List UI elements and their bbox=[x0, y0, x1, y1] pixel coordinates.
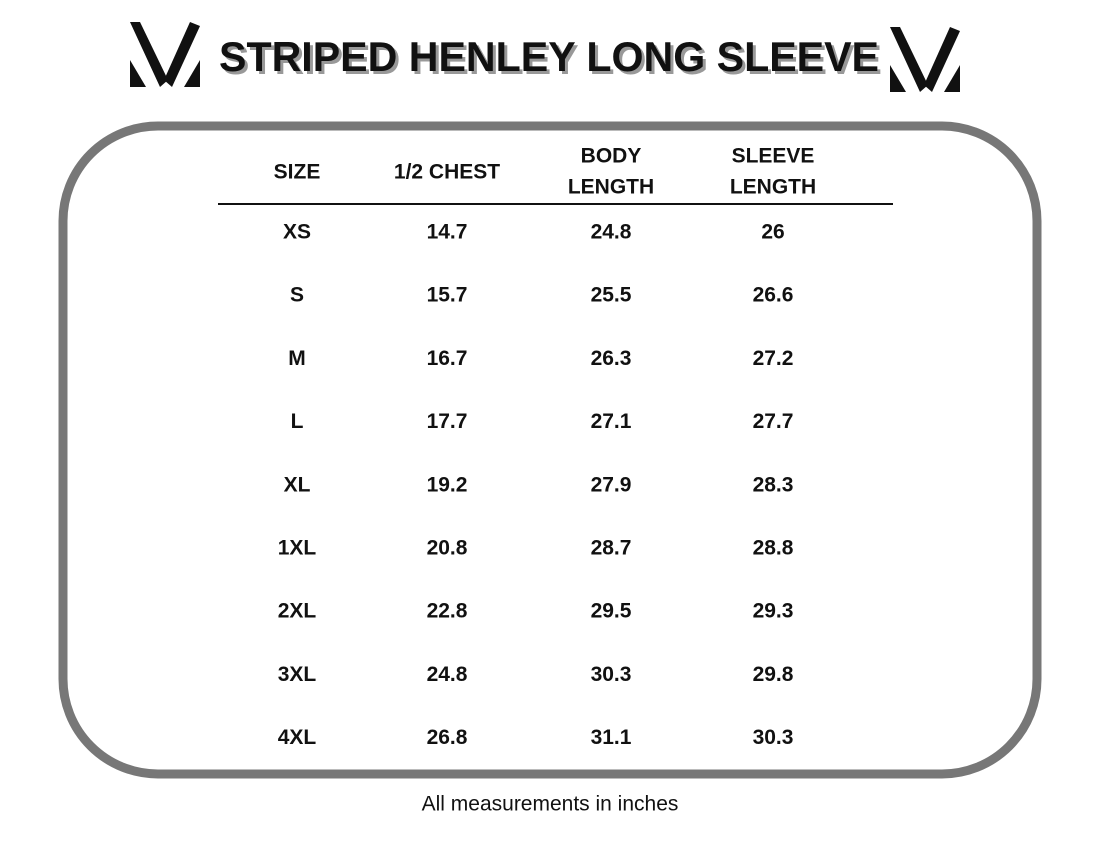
cell: XL bbox=[284, 473, 311, 496]
cell: 29.3 bbox=[753, 600, 794, 623]
cell: XS bbox=[283, 221, 311, 244]
cell: 27.2 bbox=[753, 347, 794, 370]
footer-note: All measurements in inches bbox=[422, 793, 679, 816]
cell: 28.3 bbox=[753, 473, 794, 496]
column-header: SIZE bbox=[274, 161, 321, 184]
cell: 30.3 bbox=[753, 726, 794, 749]
cell: 17.7 bbox=[427, 410, 468, 433]
column-header: BODY bbox=[581, 145, 642, 168]
column-header: SLEEVE bbox=[732, 145, 815, 168]
logo-right bbox=[890, 27, 960, 92]
cell: 24.8 bbox=[427, 663, 468, 686]
cell: 28.8 bbox=[753, 537, 794, 560]
cell: 27.7 bbox=[753, 410, 794, 433]
cell: 26 bbox=[761, 221, 784, 244]
logo-left bbox=[130, 22, 200, 87]
frame bbox=[58, 121, 1042, 779]
cell: 29.8 bbox=[753, 663, 794, 686]
cell: 1XL bbox=[278, 537, 317, 560]
cell: 16.7 bbox=[427, 347, 468, 370]
cell: 2XL bbox=[278, 600, 317, 623]
cell: 27.1 bbox=[591, 410, 632, 433]
cell: 3XL bbox=[278, 663, 317, 686]
column-header: 1/2 CHEST bbox=[394, 161, 500, 184]
cell: 19.2 bbox=[427, 473, 468, 496]
cell: 26.3 bbox=[591, 347, 632, 370]
cell: M bbox=[288, 347, 306, 370]
cell: 27.9 bbox=[591, 473, 632, 496]
cell: 30.3 bbox=[591, 663, 632, 686]
cell: 25.5 bbox=[591, 284, 632, 307]
cell: 26.6 bbox=[753, 284, 794, 307]
cell: 14.7 bbox=[427, 221, 468, 244]
cell: 31.1 bbox=[591, 726, 632, 749]
column-header: LENGTH bbox=[730, 176, 816, 199]
cell: 28.7 bbox=[591, 537, 632, 560]
cell: 15.7 bbox=[427, 284, 468, 307]
cell: 22.8 bbox=[427, 600, 468, 623]
column-header: LENGTH bbox=[568, 176, 654, 199]
cell: L bbox=[291, 410, 304, 433]
cell: S bbox=[290, 284, 304, 307]
title: STRIPED HENLEY LONG SLEEVE bbox=[219, 33, 879, 80]
cell: 20.8 bbox=[427, 537, 468, 560]
cell: 29.5 bbox=[591, 600, 632, 623]
cell: 26.8 bbox=[427, 726, 468, 749]
title-shadow: STRIPED HENLEY LONG SLEEVE bbox=[222, 36, 882, 83]
cell: 24.8 bbox=[591, 221, 632, 244]
table: SIZE 1/2 CHEST BODY LENGTH SLEEVE LENGTH XS 14.… bbox=[274, 145, 817, 750]
cell: 4XL bbox=[278, 726, 317, 749]
